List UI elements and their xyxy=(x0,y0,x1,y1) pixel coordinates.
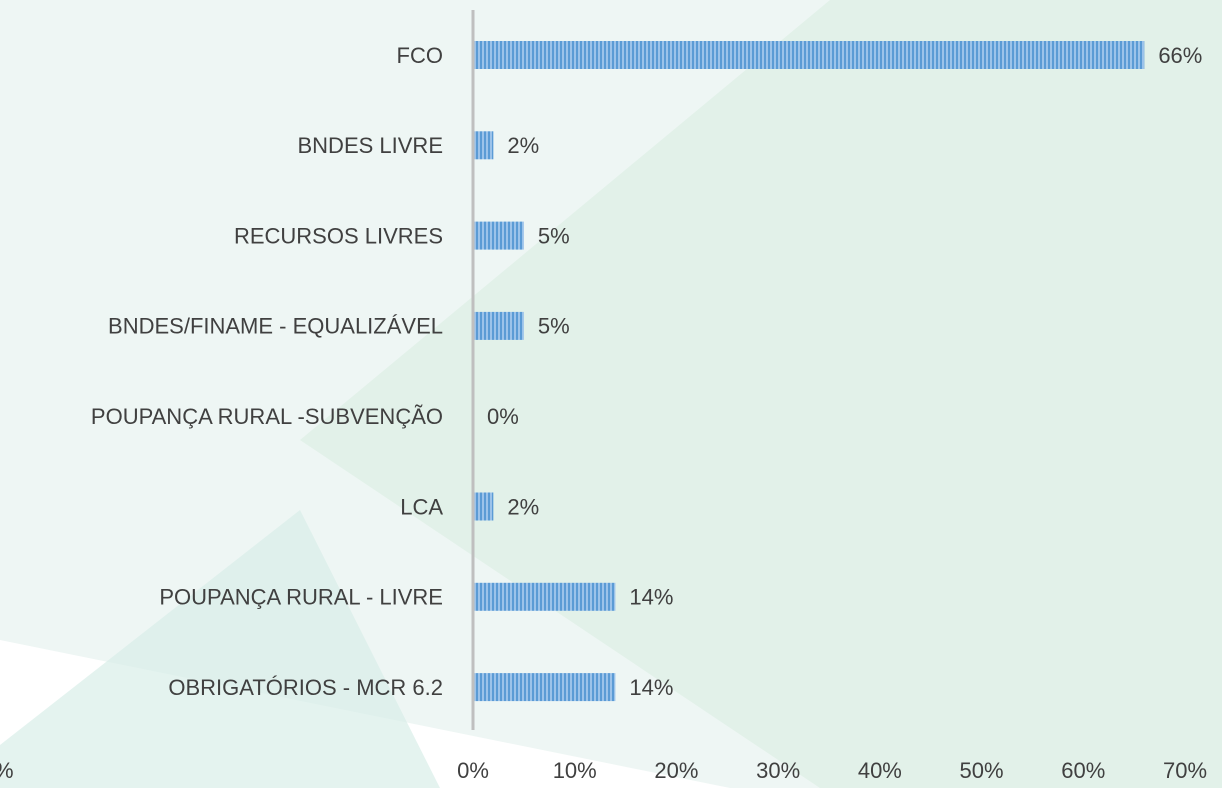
data-label: 2% xyxy=(507,494,539,519)
bar xyxy=(473,41,1145,69)
data-label: 5% xyxy=(538,314,570,339)
y-tick-label: POUPANÇA RURAL - LIVRE xyxy=(159,585,443,610)
data-label: 5% xyxy=(538,223,570,248)
x-tick-label: 40% xyxy=(858,758,902,783)
data-label: 2% xyxy=(507,133,539,158)
y-tick-label: BNDES LIVRE xyxy=(298,133,444,158)
x-tick-label: 50% xyxy=(960,758,1004,783)
x-tick-label: 70% xyxy=(1163,758,1207,783)
data-label: 14% xyxy=(629,585,673,610)
y-tick-label: POUPANÇA RURAL -SUBVENÇÃO xyxy=(91,404,443,429)
data-label: 0% xyxy=(487,404,519,429)
bar xyxy=(473,131,494,160)
annotation: % xyxy=(0,758,14,783)
x-tick-label: 20% xyxy=(654,758,698,783)
bar xyxy=(473,492,494,521)
y-tick-label: BNDES/FINAME - EQUALIZÁVEL xyxy=(108,314,443,339)
bar xyxy=(473,221,524,250)
y-tick-label: FCO xyxy=(397,43,443,68)
y-tick-label: OBRIGATÓRIOS - MCR 6.2 xyxy=(168,675,443,700)
bar xyxy=(473,311,524,340)
data-label: 14% xyxy=(629,675,673,700)
x-tick-label: 60% xyxy=(1061,758,1105,783)
bar xyxy=(473,582,616,611)
bar xyxy=(473,673,616,702)
background-shape xyxy=(0,510,440,788)
data-label: 66% xyxy=(1158,43,1202,68)
x-tick-label: 10% xyxy=(553,758,597,783)
x-tick-label: 30% xyxy=(756,758,800,783)
y-tick-label: RECURSOS LIVRES xyxy=(234,223,443,248)
y-tick-label: LCA xyxy=(400,494,443,519)
x-tick-label: 0% xyxy=(457,758,489,783)
